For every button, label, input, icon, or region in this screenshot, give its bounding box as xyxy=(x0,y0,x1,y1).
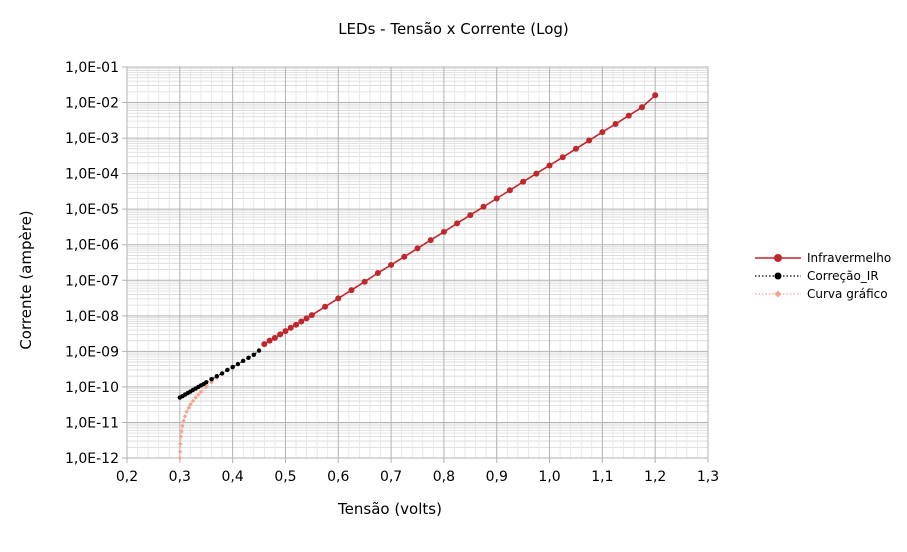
x-tick-label: 1,1 xyxy=(591,469,613,485)
data-point xyxy=(414,245,421,252)
plot-frame xyxy=(126,66,709,459)
y-tick-label: 1,0E-01 xyxy=(65,60,119,76)
data-point xyxy=(506,187,513,194)
x-tick-label: 1,3 xyxy=(697,469,719,485)
data-point xyxy=(209,376,214,382)
x-tick-label: 0,6 xyxy=(327,469,349,485)
data-point xyxy=(204,380,209,385)
data-point xyxy=(546,162,553,169)
data-point xyxy=(209,380,214,385)
data-point xyxy=(193,395,198,400)
data-point xyxy=(277,331,284,338)
x-tick-label: 0,9 xyxy=(486,469,508,485)
data-point xyxy=(219,371,225,376)
y-tick-label: 1,0E-08 xyxy=(65,309,119,325)
y-tick-label: 1,0E-12 xyxy=(65,451,119,467)
x-tick-label: 0,3 xyxy=(169,469,191,485)
data-point xyxy=(282,328,289,335)
y-tick-label: 1,0E-10 xyxy=(65,380,119,396)
data-point xyxy=(184,409,189,414)
data-point xyxy=(335,295,342,302)
data-point xyxy=(179,429,184,434)
x-tick-label: 0,4 xyxy=(222,469,244,485)
data-point xyxy=(401,253,408,260)
data-point xyxy=(361,278,368,285)
data-point xyxy=(204,384,209,390)
data-point xyxy=(235,361,241,367)
data-point xyxy=(572,145,579,152)
data-point xyxy=(271,334,278,341)
data-point xyxy=(241,358,246,364)
data-point xyxy=(612,120,619,127)
data-point xyxy=(520,178,527,185)
data-point xyxy=(230,364,235,370)
x-tick-label: 0,5 xyxy=(274,469,296,485)
data-point xyxy=(467,212,474,219)
data-point xyxy=(214,374,219,379)
data-point xyxy=(454,220,461,227)
data-point xyxy=(652,92,659,99)
x-tick-label: 1,0 xyxy=(538,469,560,485)
x-tick-label: 0,7 xyxy=(380,469,402,485)
data-point xyxy=(225,367,230,373)
data-point xyxy=(322,303,329,310)
legend-label: Curva gráfico xyxy=(807,287,888,301)
data-point xyxy=(198,389,204,395)
data-point xyxy=(638,104,645,111)
legend-label: Correção_IR xyxy=(807,269,879,283)
data-point xyxy=(266,337,273,344)
data-point xyxy=(181,418,186,424)
data-point xyxy=(374,270,381,277)
y-tick-label: 1,0E-03 xyxy=(65,131,119,147)
data-point xyxy=(177,449,183,454)
data-point xyxy=(246,355,251,360)
data-point xyxy=(188,402,193,407)
y-tick-label: 1,0E-07 xyxy=(65,273,119,289)
data-point xyxy=(298,318,305,325)
legend-label: Infravermelho xyxy=(807,251,891,265)
y-tick-label: 1,0E-05 xyxy=(65,202,119,218)
data-point xyxy=(388,261,395,268)
data-point xyxy=(586,137,593,144)
data-point xyxy=(303,315,310,322)
data-point xyxy=(599,129,606,136)
y-tick-label: 1,0E-11 xyxy=(65,415,119,431)
data-point xyxy=(261,341,268,348)
y-tick-label: 1,0E-04 xyxy=(65,167,119,183)
data-point xyxy=(178,441,183,447)
data-point xyxy=(251,352,256,358)
x-tick-label: 1,2 xyxy=(644,469,666,485)
data-point xyxy=(625,112,632,119)
x-tick-label: 0,2 xyxy=(116,469,138,485)
data-point xyxy=(348,287,355,294)
data-point xyxy=(440,228,447,235)
data-point xyxy=(177,455,183,461)
legend-marker xyxy=(774,254,782,262)
data-point xyxy=(559,154,566,161)
y-tick-label: 1,0E-06 xyxy=(65,238,119,254)
legend-marker xyxy=(774,272,782,280)
data-point xyxy=(180,423,185,429)
data-point xyxy=(533,170,540,177)
data-point xyxy=(196,392,201,397)
x-tick-label: 0,8 xyxy=(433,469,455,485)
data-point xyxy=(493,195,500,202)
data-point xyxy=(186,405,191,410)
data-point xyxy=(287,324,294,331)
y-tick-label: 1,0E-09 xyxy=(65,344,119,360)
data-point xyxy=(178,434,184,439)
y-tick-label: 1,0E-02 xyxy=(65,96,119,112)
data-point xyxy=(293,321,300,328)
data-point xyxy=(427,237,434,244)
legend-marker xyxy=(774,290,782,298)
data-point xyxy=(308,312,315,319)
chart-title: LEDs - Tensão x Corrente (Log) xyxy=(338,20,569,38)
data-point xyxy=(256,348,262,353)
data-point xyxy=(182,413,188,419)
x-axis-title: Tensão (volts) xyxy=(338,500,442,518)
data-point xyxy=(480,203,487,210)
data-point xyxy=(190,398,196,404)
